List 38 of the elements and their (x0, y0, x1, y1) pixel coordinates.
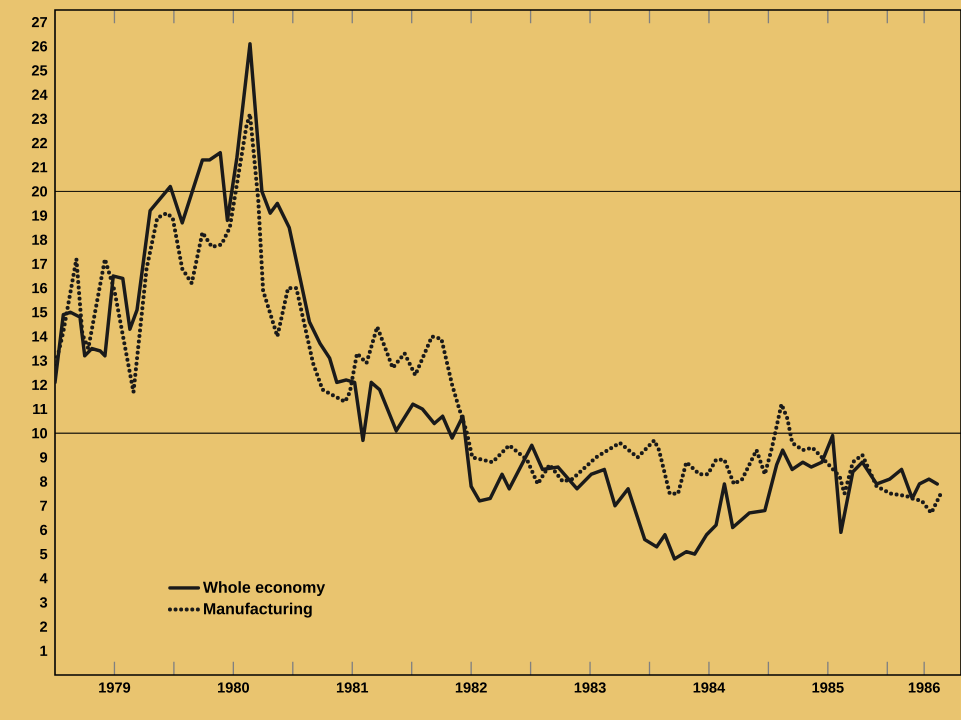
y-tick-label: 22 (32, 138, 48, 148)
x-tick-label: 1986 (908, 682, 940, 693)
y-tick-label: 11 (33, 404, 48, 414)
y-tick-label: 1 (40, 646, 48, 656)
x-tick-label: 1980 (218, 682, 249, 693)
x-tick-label: 1983 (574, 682, 606, 693)
y-tick-label: 7 (40, 500, 48, 511)
y-tick-label: 20 (32, 186, 48, 197)
x-tick-label: 1984 (694, 682, 726, 693)
y-tick-label: 19 (32, 210, 48, 221)
x-tick-label: 1985 (812, 682, 844, 693)
y-tick-label: 17 (32, 258, 47, 269)
y-tick-label: 2 (40, 622, 48, 632)
x-tick-label: 1981 (336, 682, 368, 693)
y-tick-label: 15 (32, 307, 48, 318)
y-tick-label: 3 (40, 597, 48, 608)
y-tick-label: 14 (32, 331, 48, 342)
y-tick-label: 13 (32, 355, 48, 366)
y-tick-label: 10 (32, 428, 48, 438)
legend-label: Whole economy (202, 581, 326, 596)
y-tick-label: 27 (32, 17, 47, 28)
y-tick-label: 16 (32, 282, 48, 294)
line-series (55, 42, 939, 561)
x-tick-label: 1979 (99, 682, 130, 693)
y-tick-label: 5 (40, 549, 48, 560)
y-tick-label: 18 (32, 234, 48, 245)
legend-label: Manufacturing (204, 602, 312, 618)
y-tick-label: 6 (40, 524, 48, 536)
y-tick-label: 9 (40, 452, 48, 463)
y-tick-label: 21 (32, 162, 48, 172)
y-tick-label: 8 (40, 476, 48, 487)
y-tick-label: 12 (32, 380, 48, 390)
y-tick-label: 26 (32, 41, 48, 52)
y-tick-label: 24 (32, 90, 48, 100)
y-tick-label: 25 (32, 65, 48, 76)
y-tick-label: 4 (40, 573, 48, 584)
x-tick-label: 1982 (456, 682, 487, 693)
y-tick-label: 23 (32, 114, 48, 124)
